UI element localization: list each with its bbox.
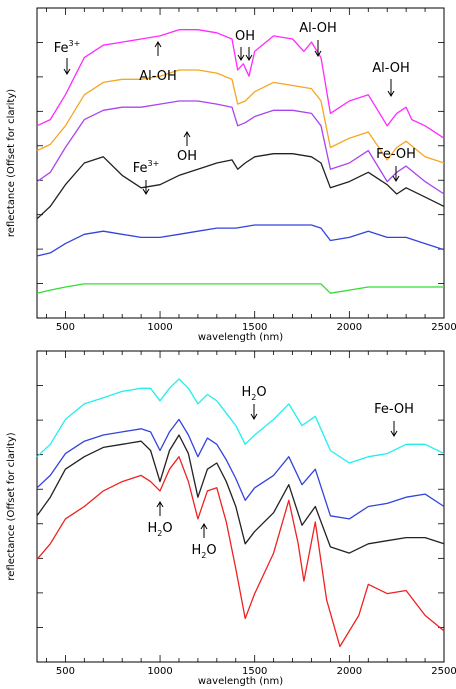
x-tick-label: 2000 xyxy=(337,322,362,333)
series-line xyxy=(36,378,445,464)
annotation-arrowhead xyxy=(237,54,245,61)
x-axis-label: wavelength (nm) xyxy=(198,332,283,343)
x-axis-label: wavelength (nm) xyxy=(198,676,283,687)
annotation-label: Fe3+ xyxy=(133,159,160,176)
y-axis-label: reflectance (Offset for clarity) xyxy=(6,432,17,580)
y-axis-label: reflectance (Offset for clarity) xyxy=(6,89,17,237)
series-line xyxy=(36,434,445,554)
annotation-label: H2O xyxy=(147,521,172,538)
annotation-arrowhead xyxy=(390,430,398,437)
annotation-label: Fe3+ xyxy=(54,39,81,56)
annotation-arrowhead xyxy=(245,54,253,61)
x-tick-label: 2000 xyxy=(337,666,362,677)
annotation-arrowhead xyxy=(63,68,71,75)
x-tick-label: 500 xyxy=(56,322,75,333)
bottom-chart: 500 1000 1500 2000 2500 wavelength (nm) reflec… xyxy=(6,350,456,687)
annotation-label: Al-OH xyxy=(372,61,410,76)
annotation-label: Fe-OH xyxy=(376,147,416,162)
series-line xyxy=(36,456,445,648)
annotation-label: Al-OH xyxy=(299,21,337,36)
annotation-arrowhead xyxy=(387,90,395,97)
x-tick-label: 1000 xyxy=(147,322,172,333)
series-line xyxy=(36,153,445,220)
annotation-arrowhead xyxy=(142,188,150,195)
annotation-arrowhead xyxy=(156,501,164,508)
top-chart: 500 1000 1500 2000 2500 wavelength (nm) reflec… xyxy=(6,7,456,343)
annotation-arrowhead xyxy=(200,523,208,530)
series-line xyxy=(36,224,445,257)
x-tick-label: 2500 xyxy=(431,322,456,333)
series-line xyxy=(36,100,445,195)
x-tick-label: 2500 xyxy=(431,666,456,677)
annotation-arrowhead xyxy=(314,50,322,57)
x-tick-label: 1500 xyxy=(242,322,267,333)
annotation-arrowhead xyxy=(250,413,258,420)
annotation-label: Al-OH xyxy=(139,69,177,84)
series-line xyxy=(36,418,445,520)
annotation-arrowhead xyxy=(392,175,400,182)
series-line xyxy=(36,29,445,139)
series-line xyxy=(36,283,444,294)
annotation-label: OH xyxy=(235,29,255,44)
x-tick-label: 500 xyxy=(56,666,75,677)
x-tick-label: 1000 xyxy=(147,666,172,677)
annotation-label: Fe-OH xyxy=(374,402,414,417)
annotation-label: H2O xyxy=(241,385,266,402)
annotation-arrowhead xyxy=(183,131,191,138)
annotation-label: H2O xyxy=(191,543,216,560)
series-line xyxy=(36,69,445,164)
annotation-label: OH xyxy=(177,149,197,164)
x-tick-label: 1500 xyxy=(242,666,267,677)
annotation-arrowhead xyxy=(154,41,162,48)
